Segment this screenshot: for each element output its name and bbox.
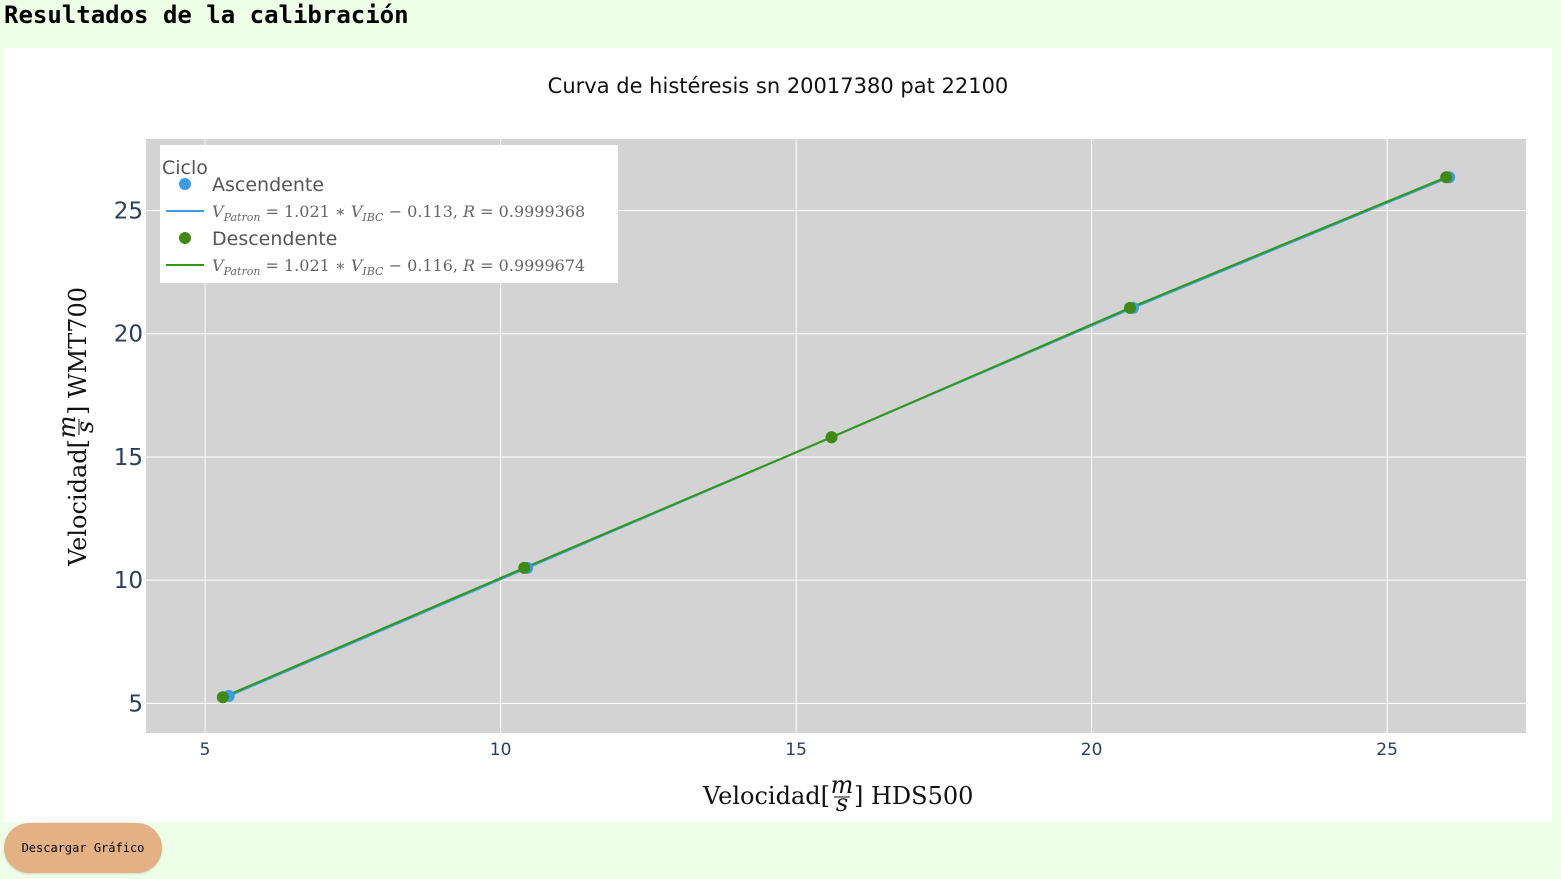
legend-marker-descendente (179, 232, 191, 244)
legend-title: Ciclo (162, 157, 208, 179)
legend-label: Descendente (212, 228, 337, 250)
x-tick-label: 15 (785, 740, 807, 760)
y-tick-label: 5 (128, 691, 143, 717)
axis-title-denominator: s (71, 421, 99, 433)
grid-lines (146, 139, 1526, 733)
legend-equation: VPatron = 1.021 ∗ VIBC − 0.113, R = 0.99… (212, 202, 585, 224)
x-axis-ticks: 5 10 15 20 25 (200, 740, 1398, 760)
legend-label: Ascendente (212, 174, 324, 196)
axis-title-main: Velocidad[ (702, 782, 830, 810)
x-tick-label: 5 (200, 740, 211, 760)
y-axis-title: Velocidad[ms ] WMT700 (53, 287, 99, 567)
y-tick-label: 20 (114, 322, 143, 348)
x-axis-title: Velocidad[ms] HDS500 (702, 771, 973, 817)
y-tick-label: 25 (114, 198, 143, 224)
data-points (216, 171, 1456, 704)
data-point-descendente[interactable] (1124, 301, 1137, 314)
page-title: Resultados de la calibración (4, 1, 409, 29)
legend-box (160, 145, 618, 283)
axis-title-main: Velocidad[ (64, 439, 92, 567)
axis-title-numerator: m (53, 416, 81, 439)
data-point-descendente[interactable] (825, 431, 838, 444)
axis-title-suffix: ] HDS500 (854, 782, 973, 810)
axis-title-suffix: ] WMT700 (64, 287, 92, 415)
chart-card: Curva de histéresis sn 20017380 pat 2210… (4, 48, 1552, 822)
y-tick-label: 10 (114, 568, 143, 594)
legend-marker-ascendente (179, 178, 191, 190)
hysteresis-chart: Curva de histéresis sn 20017380 pat 2210… (53, 74, 1526, 817)
download-chart-button[interactable]: Descargar Gráfico (4, 823, 162, 873)
chart-title: Curva de histéresis sn 20017380 pat 2210… (548, 74, 1009, 98)
y-axis-ticks: 5 10 15 20 25 (114, 198, 143, 717)
data-point-descendente[interactable] (216, 691, 229, 704)
y-tick-label: 15 (114, 445, 143, 471)
data-point-descendente[interactable] (1440, 171, 1453, 184)
axis-title-numerator: m (831, 771, 854, 799)
x-tick-label: 10 (490, 740, 512, 760)
data-point-descendente[interactable] (518, 561, 531, 574)
x-tick-label: 25 (1376, 740, 1398, 760)
axis-title-denominator: s (836, 789, 848, 817)
legend-equation: VPatron = 1.021 ∗ VIBC − 0.116, R = 0.99… (212, 256, 585, 278)
x-tick-label: 20 (1081, 740, 1103, 760)
